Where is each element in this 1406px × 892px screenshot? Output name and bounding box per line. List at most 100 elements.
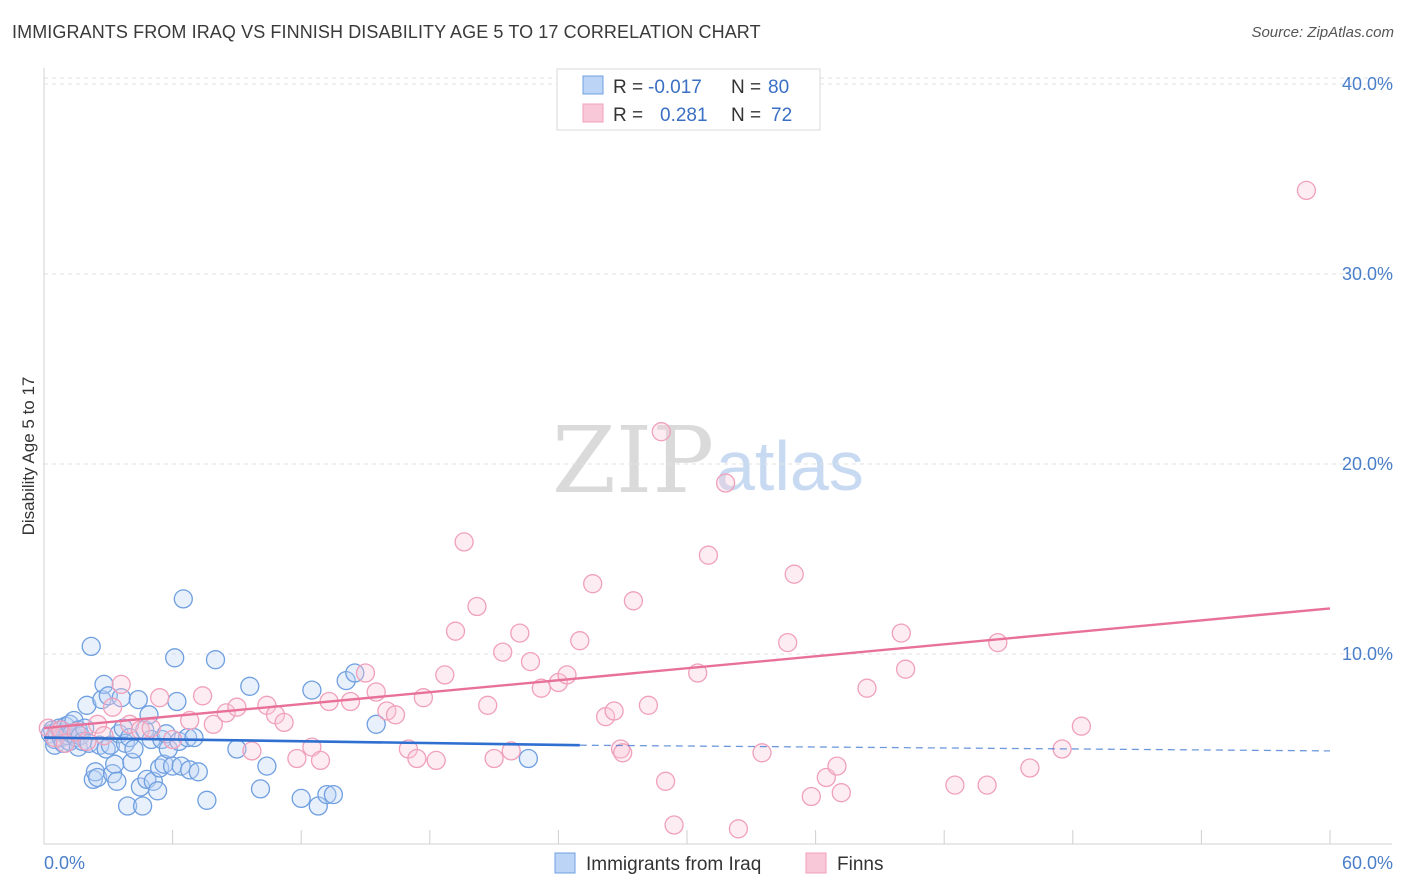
finns-point-63: [728, 819, 749, 839]
gridlines: [44, 77, 1392, 655]
finns-point-36: [426, 750, 446, 771]
iraq-point-78: [317, 784, 337, 805]
legend-r-label-2: R =: [613, 105, 643, 126]
finns-point-66: [784, 564, 804, 584]
trend-lines: [43, 607, 1331, 752]
finns-point-65: [778, 632, 798, 653]
finns-point-69: [827, 756, 847, 776]
finns-point-55: [613, 743, 633, 763]
finns-point-42: [484, 748, 504, 769]
finns-point-39: [454, 532, 474, 552]
iraq-point-64: [173, 589, 193, 609]
x-ticks: [172, 830, 1331, 844]
finns-point-71: [857, 678, 877, 698]
iraq-point-24: [81, 636, 101, 657]
legend-r-value-2: 0.281: [660, 105, 708, 126]
legend-r-label-1: R =: [613, 77, 643, 98]
watermark-atlas: atlas: [716, 427, 864, 505]
iraq-point-47: [132, 796, 153, 816]
finns-point-57: [638, 695, 659, 715]
finns-point-53: [604, 701, 624, 721]
finns-point-43: [493, 642, 513, 662]
finns-point-40: [467, 596, 487, 617]
finns-point-79: [1071, 716, 1092, 736]
finns-point-37: [435, 665, 455, 685]
finns-point-16: [192, 686, 213, 706]
chart-title: IMMIGRANTS FROM IRAQ VS FINNISH DISABILI…: [12, 22, 761, 42]
x-tick-label-max: 60.0%: [1342, 853, 1393, 873]
y-axis-label: Disability Age 5 to 17: [19, 377, 38, 536]
y-tick-label-40: 40.0%: [1342, 74, 1393, 94]
y-tick-label-30: 30.0%: [1342, 264, 1393, 284]
finns-point-26: [310, 750, 331, 771]
iraq-point-75: [291, 788, 311, 809]
finns-point-46: [520, 651, 541, 672]
finns-point-29: [355, 663, 376, 683]
y-tick-labels: 10.0% 20.0% 30.0% 40.0%: [1342, 74, 1393, 664]
finns-point-12: [141, 718, 161, 738]
finns-trend-line: [43, 607, 1331, 730]
iraq-point-81: [345, 663, 365, 683]
finns-point-20: [242, 741, 262, 761]
finns-point-41: [478, 695, 498, 715]
iraq-point-61: [167, 691, 187, 712]
finns-point-64: [752, 743, 772, 763]
iraq-point-68: [188, 762, 208, 782]
axes: [43, 68, 1392, 845]
finns-point-73: [895, 659, 916, 679]
iraq-point-36: [107, 771, 127, 791]
iraq-point-41: [117, 796, 138, 816]
finns-point-13: [150, 688, 170, 708]
finns-point-8: [102, 697, 123, 717]
iraq-point-79: [323, 784, 344, 805]
iraq-trend-line: [43, 736, 580, 747]
finns-point-19: [227, 697, 247, 717]
iraq-point-67: [184, 727, 204, 748]
finns-point-17: [203, 714, 223, 734]
finns-point-80: [1296, 180, 1317, 201]
finns-point-34: [407, 748, 427, 769]
finns-point-74: [945, 775, 965, 795]
finns-point-7: [94, 726, 114, 746]
iraq-point-76: [302, 680, 322, 700]
iraq-point-44: [124, 739, 144, 759]
y-tick-label-20: 20.0%: [1342, 454, 1393, 474]
legend-n-value-1: 80: [768, 77, 789, 98]
bottom-legend-swatch-blue: [554, 852, 576, 874]
iraq-point-73: [250, 779, 271, 799]
finns-point-32: [385, 705, 406, 725]
iraq-point-72: [240, 676, 260, 696]
finns-point-45: [510, 623, 530, 643]
bottom-legend-swatch-pink: [805, 852, 827, 874]
y-tick-label-10: 10.0%: [1342, 644, 1393, 664]
series-finns-points: [38, 180, 1317, 839]
legend-n-value-2: 72: [771, 105, 792, 126]
finns-point-51: [583, 574, 603, 594]
finns-point-24: [287, 748, 307, 769]
finns-point-50: [570, 631, 590, 651]
iraq-trend-extension: [579, 744, 1331, 752]
iraq-point-53: [147, 781, 168, 801]
series-legend: Immigrants from Iraq Finns: [554, 852, 883, 875]
finns-point-70: [831, 783, 851, 803]
legend-swatch-pink: [582, 103, 604, 123]
bottom-legend-label-finns: Finns: [837, 854, 883, 875]
finns-point-58: [655, 771, 676, 791]
finns-point-38: [445, 621, 466, 641]
finns-point-62: [715, 473, 736, 493]
iraq-point-60: [165, 648, 185, 668]
x-tick-label-min: 0.0%: [44, 853, 85, 873]
finns-point-76: [988, 632, 1008, 653]
iraq-point-69: [197, 790, 217, 810]
legend-r-value-1: -0.017: [648, 77, 702, 98]
finns-point-61: [698, 545, 719, 565]
finns-point-28: [340, 691, 361, 712]
correlation-legend: R = -0.017 N = 80 R = 0.281 N = 72: [556, 68, 821, 131]
iraq-point-65: [177, 727, 198, 748]
finns-point-81: [651, 422, 671, 442]
iraq-point-83: [518, 748, 539, 769]
source-label: Source: ZipAtlas.com: [1251, 24, 1394, 41]
finns-point-5: [77, 731, 97, 752]
iraq-point-82: [366, 714, 386, 734]
